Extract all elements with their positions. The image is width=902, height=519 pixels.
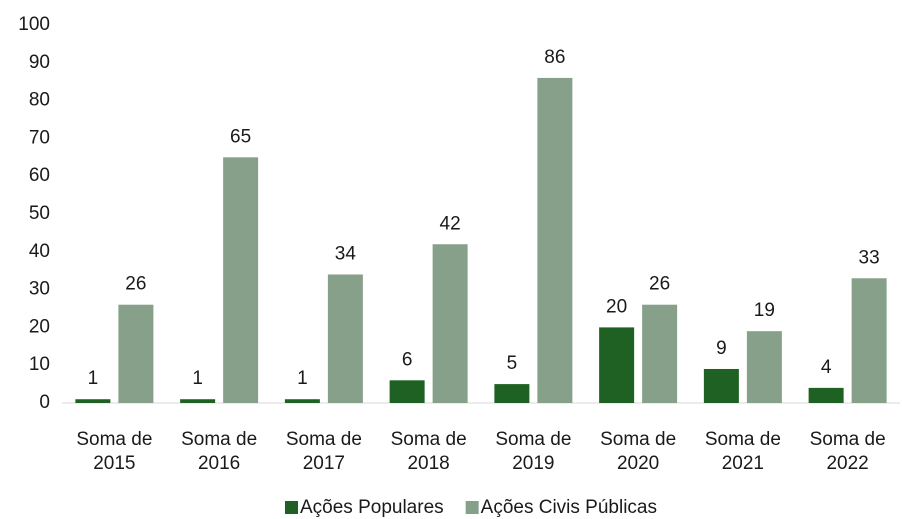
x-tick-label: Soma de 2021 bbox=[705, 429, 781, 474]
data-label: 4 bbox=[821, 357, 832, 378]
x-tick-label: Soma de 2022 bbox=[810, 429, 886, 474]
y-tick-label: 60 bbox=[29, 165, 50, 186]
bar bbox=[432, 244, 468, 403]
legend-swatch bbox=[465, 501, 479, 514]
data-label: 6 bbox=[402, 349, 413, 370]
data-label: 42 bbox=[440, 213, 461, 234]
y-tick-label: 30 bbox=[29, 279, 50, 300]
data-label: 5 bbox=[507, 353, 518, 374]
bar bbox=[746, 331, 782, 403]
bar bbox=[494, 384, 530, 403]
x-tick-label: Soma de 2016 bbox=[181, 429, 257, 474]
y-tick-label: 10 bbox=[29, 354, 50, 375]
data-label: 1 bbox=[297, 368, 308, 389]
data-label: 65 bbox=[230, 126, 251, 147]
x-tick-label: Soma de 2018 bbox=[391, 429, 467, 474]
data-label: 1 bbox=[88, 368, 99, 389]
bar bbox=[327, 274, 363, 403]
bar bbox=[703, 368, 739, 403]
y-tick-label: 50 bbox=[29, 203, 50, 224]
bar bbox=[180, 399, 216, 403]
bar bbox=[808, 387, 844, 403]
data-label: 26 bbox=[649, 274, 670, 295]
y-tick-label: 0 bbox=[39, 392, 50, 413]
legend-label: Ações Civis Públicas bbox=[481, 497, 657, 518]
data-label: 26 bbox=[125, 274, 146, 295]
bar bbox=[642, 304, 678, 403]
y-tick-label: 20 bbox=[29, 316, 50, 337]
y-tick-label: 70 bbox=[29, 127, 50, 148]
data-label: 9 bbox=[716, 338, 727, 359]
legend-swatch bbox=[285, 501, 298, 514]
data-label: 20 bbox=[606, 296, 627, 317]
bar bbox=[223, 157, 259, 403]
bar bbox=[118, 304, 154, 403]
bar bbox=[851, 278, 887, 403]
bar bbox=[537, 77, 573, 404]
x-tick-label: Soma de 2017 bbox=[286, 429, 362, 474]
data-label: 34 bbox=[335, 243, 357, 264]
bar bbox=[75, 399, 111, 403]
data-label: 19 bbox=[754, 300, 775, 321]
y-tick-label: 90 bbox=[29, 52, 50, 73]
legend-label: Ações Populares bbox=[300, 497, 444, 518]
y-tick-label: 100 bbox=[18, 14, 50, 35]
bar bbox=[389, 380, 425, 403]
data-label: 33 bbox=[859, 247, 880, 268]
x-tick-label: Soma de 2015 bbox=[76, 429, 152, 474]
data-label: 86 bbox=[544, 47, 565, 68]
x-tick-label: Soma de 2019 bbox=[495, 429, 571, 474]
bar bbox=[284, 399, 320, 403]
data-label: 1 bbox=[192, 368, 203, 389]
y-tick-label: 80 bbox=[29, 90, 50, 111]
x-tick-label: Soma de 2020 bbox=[600, 429, 676, 474]
bar bbox=[599, 327, 635, 403]
y-tick-label: 40 bbox=[29, 241, 50, 262]
